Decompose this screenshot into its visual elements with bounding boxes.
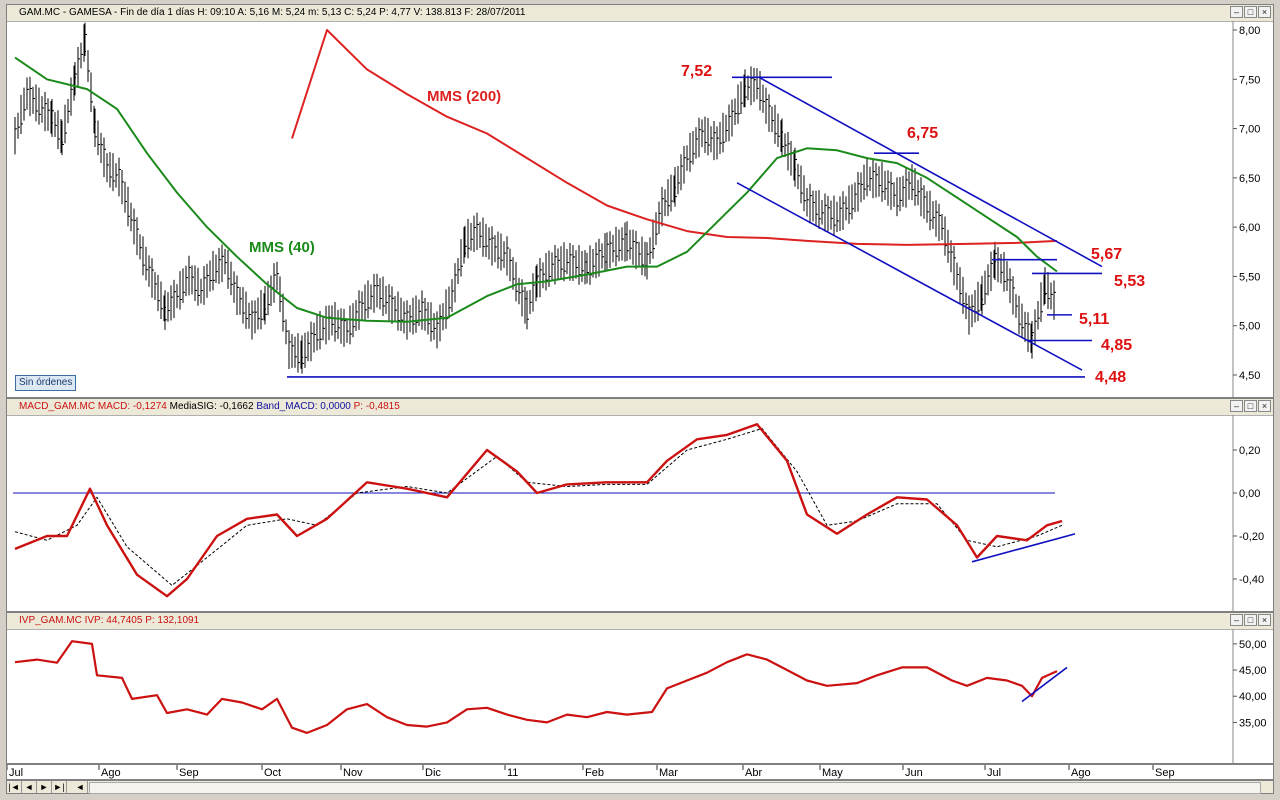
y-tick-label: 6,00 xyxy=(1239,222,1260,234)
horizontal-scrollbar[interactable] xyxy=(89,782,1261,794)
x-tick-label: Ago xyxy=(1071,767,1091,779)
x-tick-label: May xyxy=(822,767,843,779)
navigation-bar: |◄ ◄ ► ►| ◄ xyxy=(6,780,1274,794)
x-tick-label: Ago xyxy=(101,767,121,779)
scroll-left-button[interactable]: ◄ xyxy=(73,781,88,793)
annotation-label: 7,52 xyxy=(681,63,712,80)
y-tick-label: 50,00 xyxy=(1239,639,1267,651)
y-tick-label: 6,50 xyxy=(1239,173,1260,185)
macd-header-signal: MediaSIG: -0,1662 xyxy=(169,401,254,412)
annotation-label: 5,53 xyxy=(1114,273,1145,290)
x-tick-label: Oct xyxy=(264,767,281,779)
minimize-icon[interactable]: – xyxy=(1230,400,1243,412)
macd-signal-line xyxy=(14,428,1063,586)
macd-trend-line xyxy=(971,533,1076,563)
annotation-label: 6,75 xyxy=(907,125,938,142)
annotation-label: 5,11 xyxy=(1079,311,1109,328)
x-tick-label: Mar xyxy=(659,767,678,779)
annotation-label: 4,85 xyxy=(1101,337,1132,354)
close-icon[interactable]: × xyxy=(1258,614,1271,626)
macd-chart[interactable]: 0,20 0,00 -0,20 -0,40 xyxy=(7,399,1273,611)
price-header-text: GAM.MC - GAMESA - Fin de día 1 días H: 0… xyxy=(19,5,525,21)
price-panel[interactable]: GAM.MC - GAMESA - Fin de día 1 días H: 0… xyxy=(6,4,1274,398)
macd-header-value: MACD: -0,1274 xyxy=(97,401,167,412)
macd-header-band: Band_MACD: 0,0000 xyxy=(256,401,351,412)
x-tick-label: Sep xyxy=(1155,767,1175,779)
annotation-label: 5,67 xyxy=(1091,246,1122,263)
annotation-label: 4,48 xyxy=(1095,369,1126,386)
restore-icon[interactable]: □ xyxy=(1244,400,1257,412)
y-tick-label: 0,00 xyxy=(1239,488,1260,500)
ivp-chart[interactable]: 50,00 45,00 40,00 35,00 xyxy=(7,613,1273,763)
x-tick-label: Dic xyxy=(425,767,441,779)
macd-line xyxy=(14,423,1063,598)
mms200-line xyxy=(291,29,1058,246)
price-header-main: GAM.MC - GAMESA - Fin de día 1 días H: 0… xyxy=(19,7,526,18)
y-tick-label: 4,50 xyxy=(1239,370,1260,382)
price-panel-header: GAM.MC - GAMESA - Fin de día 1 días H: 0… xyxy=(7,5,1273,22)
last-page-button[interactable]: ►| xyxy=(52,781,67,793)
y-tick-label: 45,00 xyxy=(1239,665,1267,677)
close-icon[interactable]: × xyxy=(1258,400,1271,412)
ivp-panel-header: IVP_GAM.MC IVP: 44,7405 P: 132,1091 – □ … xyxy=(7,613,1273,630)
price-chart[interactable]: 8,00 7,50 7,00 6,50 6,00 5,50 5,00 4,50 MMS (200… xyxy=(7,5,1273,397)
y-tick-label: 0,20 xyxy=(1239,445,1260,457)
y-tick-label: 7,00 xyxy=(1239,124,1260,136)
ivp-trend-line xyxy=(1021,666,1068,703)
ivp-line xyxy=(14,640,1058,735)
price-bars xyxy=(14,22,1056,374)
macd-panel[interactable]: MACD_GAM.MC MACD: -0,1274 MediaSIG: -0,1… xyxy=(6,398,1274,612)
ivp-header-value: IVP: 44,7405 xyxy=(84,615,143,626)
x-tick-label: 11 xyxy=(507,767,518,779)
minimize-icon[interactable]: – xyxy=(1230,6,1243,18)
ivp-header-name: IVP_GAM.MC xyxy=(19,615,82,626)
mms40-line xyxy=(14,56,1058,323)
y-tick-label: -0,20 xyxy=(1239,531,1264,543)
x-tick-label: Jul xyxy=(9,767,23,779)
macd-panel-header: MACD_GAM.MC MACD: -0,1274 MediaSIG: -0,1… xyxy=(7,399,1273,416)
y-tick-label: 8,00 xyxy=(1239,25,1260,37)
restore-icon[interactable]: □ xyxy=(1244,6,1257,18)
annotation-label: MMS (40) xyxy=(249,239,315,256)
time-axis: Jul Ago Sep Oct Nov Dic 11 Feb Mar Abr May Jun Jul Ag… xyxy=(6,764,1274,780)
trend-line xyxy=(758,76,1103,268)
x-tick-label: Sep xyxy=(179,767,199,779)
prev-button[interactable]: ◄ xyxy=(22,781,37,793)
y-tick-label: -0,40 xyxy=(1239,574,1264,586)
next-button[interactable]: ► xyxy=(37,781,52,793)
y-tick-label: 7,50 xyxy=(1239,74,1260,86)
macd-header-p: P: -0,4815 xyxy=(353,401,400,412)
time-axis-labels: Jul Ago Sep Oct Nov Dic 11 Feb Mar Abr May Jun Jul Ag… xyxy=(7,765,1175,779)
y-tick-label: 35,00 xyxy=(1239,717,1267,729)
x-tick-label: Feb xyxy=(585,767,604,779)
close-icon[interactable]: × xyxy=(1258,6,1271,18)
x-tick-label: Jun xyxy=(905,767,923,779)
x-tick-label: Abr xyxy=(745,767,762,779)
x-tick-label: Jul xyxy=(987,767,1001,779)
restore-icon[interactable]: □ xyxy=(1244,614,1257,626)
macd-header-name: MACD_GAM.MC xyxy=(19,401,96,412)
annotation-label: MMS (200) xyxy=(427,88,501,105)
ivp-header-p: P: 132,1091 xyxy=(145,615,200,626)
trend-line xyxy=(736,182,1083,371)
minimize-icon[interactable]: – xyxy=(1230,614,1243,626)
price-window-buttons: – □ × xyxy=(1230,6,1271,18)
ivp-panel[interactable]: IVP_GAM.MC IVP: 44,7405 P: 132,1091 – □ … xyxy=(6,612,1274,764)
orders-badge[interactable]: Sin órdenes xyxy=(15,375,77,391)
x-tick-label: Nov xyxy=(343,767,363,779)
y-tick-label: 5,50 xyxy=(1239,271,1260,283)
first-page-button[interactable]: |◄ xyxy=(7,781,22,793)
y-tick-label: 5,00 xyxy=(1239,321,1260,333)
y-tick-label: 40,00 xyxy=(1239,691,1267,703)
